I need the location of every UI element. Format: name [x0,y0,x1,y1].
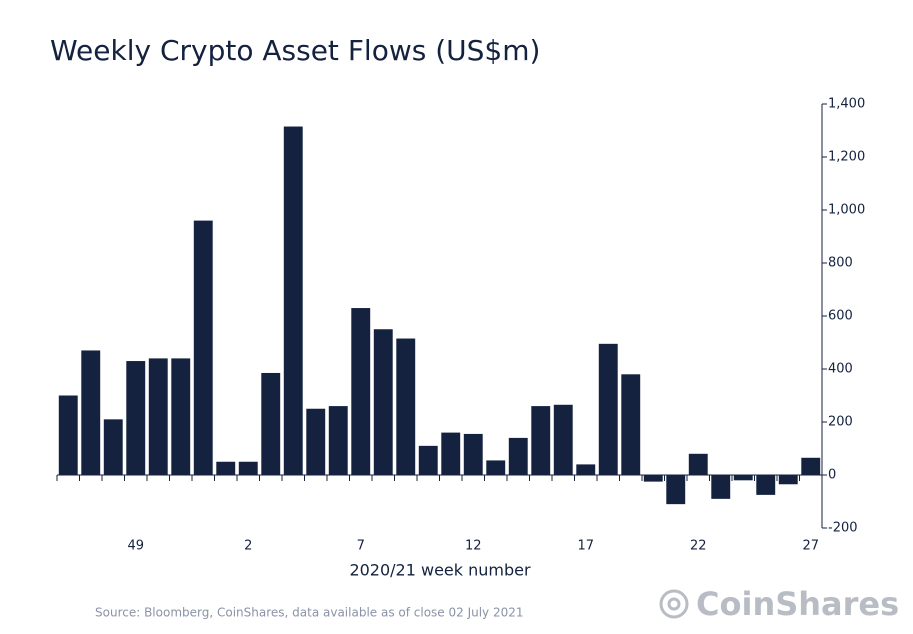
y-tick-label: 400 [828,362,853,377]
bar [81,350,101,475]
bar [193,220,213,475]
bar [148,358,168,475]
y-tick-label: 600 [828,309,853,324]
bar [418,445,438,475]
bar [486,460,506,475]
y-tick-label: 200 [828,415,853,430]
y-tick-label: 0 [828,468,836,483]
bar [58,395,78,475]
y-tick-label: 800 [828,256,853,271]
bar [508,437,528,475]
bar [688,453,708,475]
bar [238,461,258,475]
source-note: Source: Bloomberg, CoinShares, data avai… [95,606,524,620]
bar [441,432,461,475]
bar [328,406,348,475]
bar [801,457,821,475]
bar [598,343,618,475]
y-tick-label: 1,000 [828,203,865,218]
bar [756,475,776,495]
bar [261,372,281,475]
bar [463,433,483,475]
x-tick-label: 22 [690,539,707,554]
y-tick-label: 1,200 [828,150,865,165]
x-tick-label: 17 [577,539,594,554]
x-tick-label: 2 [244,539,252,554]
bar [643,475,663,482]
bar [576,464,596,475]
bar [778,475,798,485]
y-tick-label: -200 [828,521,858,536]
bar [396,338,416,475]
bar [621,374,641,475]
logo-icon [659,589,689,619]
bar [553,404,573,475]
bar [666,475,686,505]
bar [103,419,123,475]
y-tick-label: 1,400 [828,97,865,112]
bar [351,308,371,475]
bar [216,461,236,475]
bar [283,126,303,476]
logo-text: CoinShares [696,585,899,623]
bar [531,406,551,475]
x-tick-label: 49 [127,539,144,554]
x-tick-label: 27 [802,539,819,554]
bar [373,329,393,475]
x-axis-label: 2020/21 week number [349,561,531,580]
bar [733,475,753,481]
bar [171,358,191,475]
x-tick-label: 12 [465,539,482,554]
bar [306,408,326,475]
bar [126,361,146,475]
bar [711,475,731,499]
chart-title: Weekly Crypto Asset Flows (US$m) [50,34,540,67]
x-tick-label: 7 [357,539,365,554]
